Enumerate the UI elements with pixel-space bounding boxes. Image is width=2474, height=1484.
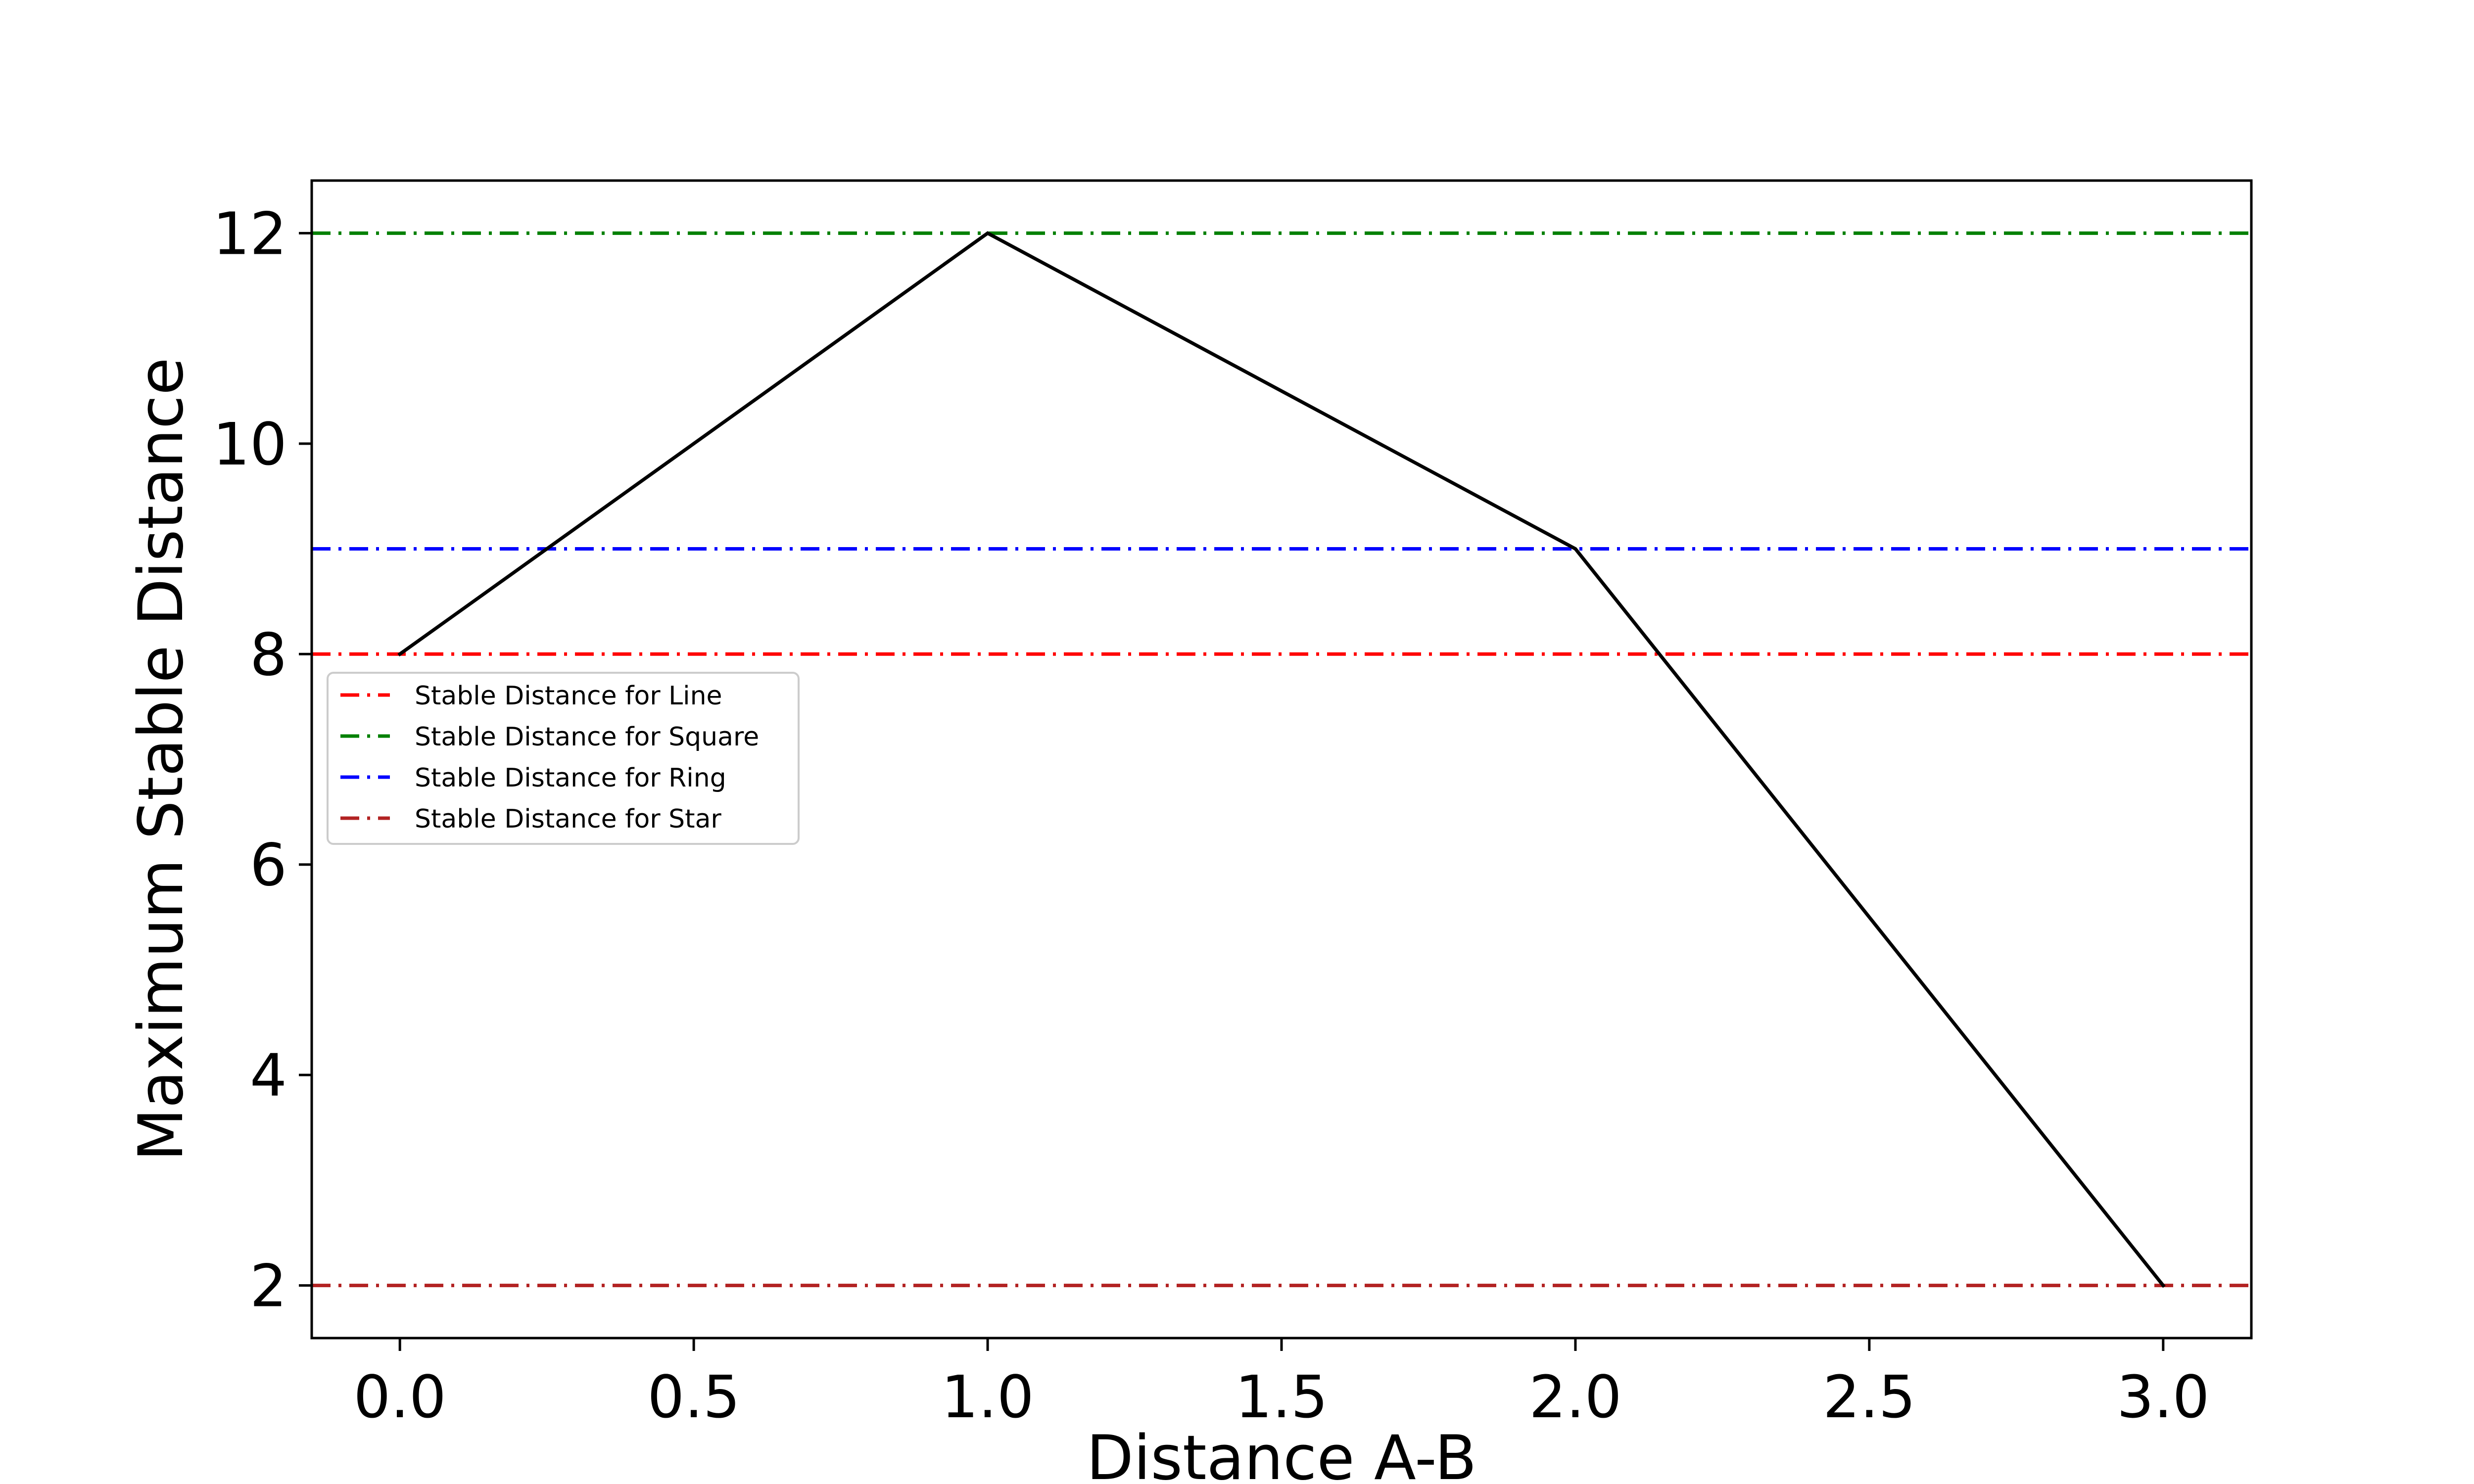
x-tick-label: 2.0 <box>1529 1363 1622 1431</box>
y-tick-label: 6 <box>250 831 287 899</box>
x-tick-label: 1.0 <box>941 1363 1034 1431</box>
y-axis-ticks: 2 4 6 8 10 12 <box>213 199 312 1320</box>
y-tick-label: 12 <box>213 199 287 268</box>
x-tick-label: 2.5 <box>1823 1363 1916 1431</box>
legend-label: Stable Distance for Square <box>415 722 759 752</box>
legend-entries: Stable Distance for Line Stable Distance … <box>340 681 759 834</box>
x-tick-label: 1.5 <box>1235 1363 1328 1431</box>
reference-lines <box>312 231 2251 1288</box>
x-tick-label: 0.0 <box>353 1363 446 1431</box>
legend-item: Stable Distance for Star <box>340 804 721 834</box>
x-tick-label: 0.5 <box>647 1363 740 1431</box>
y-tick-label: 8 <box>250 620 287 689</box>
y-tick-label: 4 <box>250 1041 287 1110</box>
legend-label: Stable Distance for Star <box>415 804 721 834</box>
data-series <box>397 231 2166 1288</box>
y-axis-label: Maximum Stable Distance <box>126 358 197 1161</box>
x-axis-label: Distance A-B <box>1086 1423 1476 1484</box>
series-line-1 <box>397 231 2166 1288</box>
legend-box <box>327 672 800 845</box>
legend-item: Stable Distance for Square <box>340 722 759 752</box>
legend-item: Stable Distance for Ring <box>340 763 726 793</box>
y-tick-label: 10 <box>213 410 287 478</box>
legend: Stable Distance for Line Stable Distance … <box>327 672 800 845</box>
x-axis-ticks: 0.0 0.5 1.0 1.5 2.0 2.5 3.0 <box>353 1338 2210 1431</box>
legend-label: Stable Distance for Line <box>415 681 722 711</box>
legend-label: Stable Distance for Ring <box>415 763 726 793</box>
legend-item: Stable Distance for Line <box>340 681 722 711</box>
x-tick-label: 3.0 <box>2117 1363 2210 1431</box>
y-tick-label: 2 <box>250 1252 287 1320</box>
